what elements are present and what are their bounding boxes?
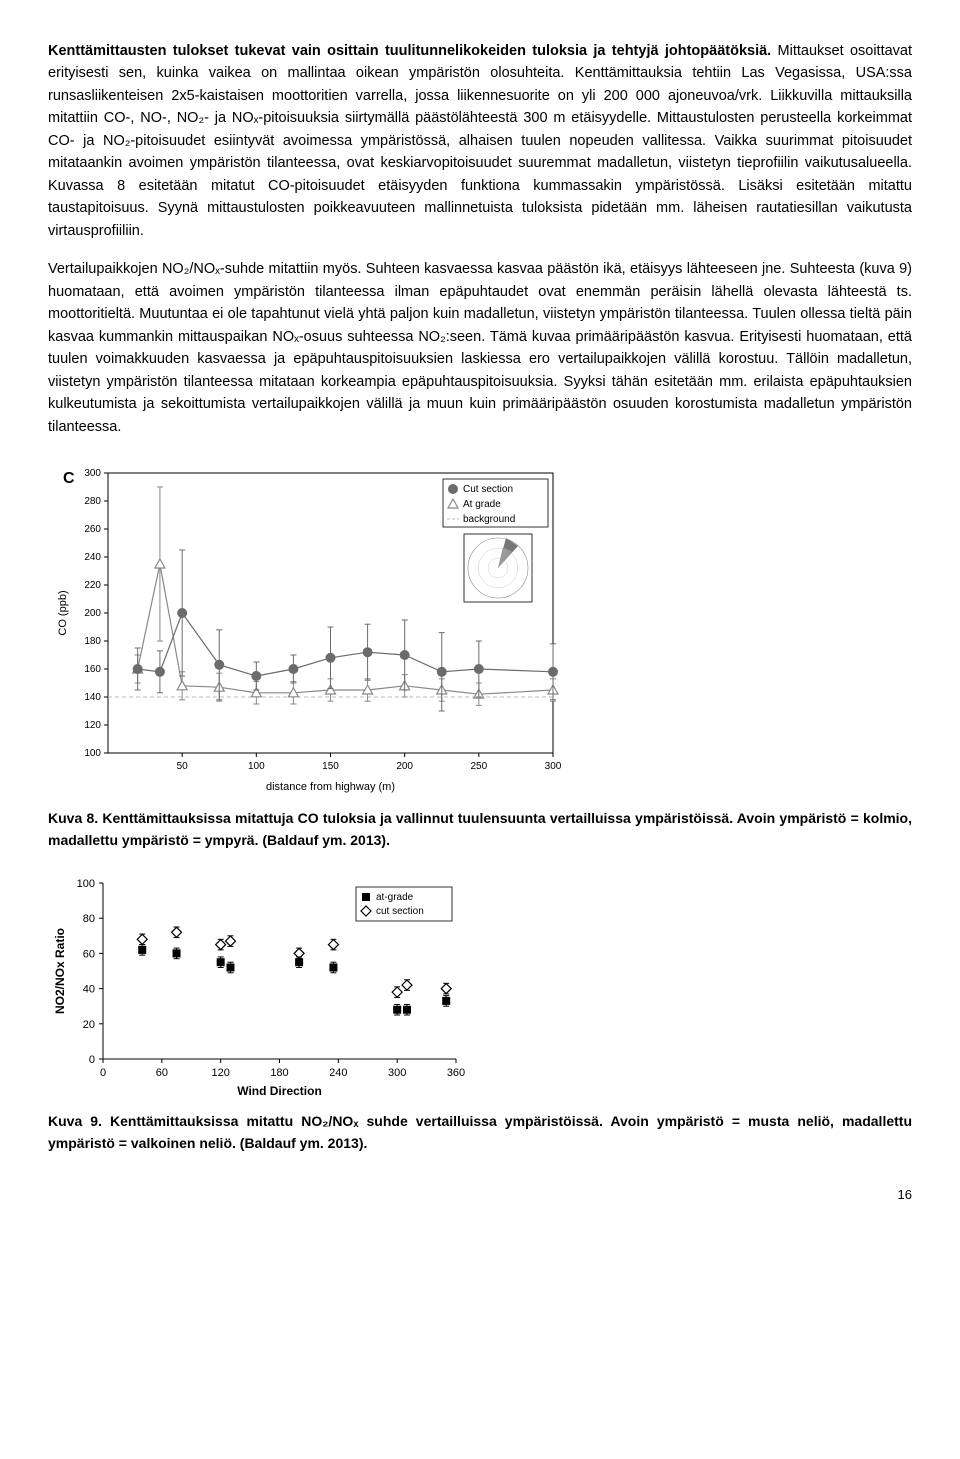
svg-text:280: 280 [84,496,101,507]
caption-9: Kuva 9. Kenttämittauksissa mitattu NO₂/N… [48,1111,912,1154]
svg-text:240: 240 [329,1067,347,1079]
svg-text:250: 250 [470,761,487,772]
svg-text:C: C [63,470,75,487]
svg-text:0: 0 [100,1067,106,1079]
svg-text:100: 100 [248,761,265,772]
svg-text:background: background [463,514,515,525]
figure-9: 0 20 40 60 80 100 0 60 120 180 240 300 360 Wind Direc… [48,871,912,1101]
para1-lead: Kenttämittausten tulokset tukevat vain o… [48,43,771,59]
svg-text:CO (ppb): CO (ppb) [57,590,69,635]
svg-text:0: 0 [89,1054,95,1066]
svg-text:300: 300 [84,468,101,479]
svg-text:260: 260 [84,524,101,535]
svg-text:180: 180 [84,636,101,647]
svg-text:300: 300 [388,1067,406,1079]
page-number: 16 [48,1185,912,1205]
svg-text:200: 200 [396,761,413,772]
svg-text:At grade: At grade [463,499,501,510]
svg-text:Cut section: Cut section [463,484,513,495]
svg-text:Wind Direction: Wind Direction [237,1084,322,1098]
svg-text:100: 100 [77,878,95,890]
svg-text:240: 240 [84,552,101,563]
svg-text:220: 220 [84,580,101,591]
svg-text:300: 300 [545,761,562,772]
caption-8: Kuva 8. Kenttämittauksissa mitattuja CO … [48,808,912,851]
chart-9-svg: 0 20 40 60 80 100 0 60 120 180 240 300 360 Wind Direc… [48,871,468,1101]
svg-text:120: 120 [211,1067,229,1079]
svg-text:60: 60 [83,949,95,961]
svg-text:at-grade: at-grade [376,892,414,903]
svg-text:200: 200 [84,608,101,619]
svg-text:20: 20 [83,1019,95,1031]
svg-text:cut section: cut section [376,906,424,917]
svg-text:40: 40 [83,984,95,996]
figure-8: C 100 120 140 160 180 200 220 240 260 280 300 50 100 1… [48,458,912,798]
svg-text:360: 360 [447,1067,465,1079]
svg-text:distance from highway (m): distance from highway (m) [266,781,395,793]
svg-text:160: 160 [84,664,101,675]
svg-text:60: 60 [156,1067,168,1079]
paragraph-2: Vertailupaikkojen NO₂/NOₓ-suhde mitattii… [48,258,912,438]
svg-text:120: 120 [84,720,101,731]
svg-text:150: 150 [322,761,339,772]
svg-text:100: 100 [84,748,101,759]
svg-text:180: 180 [270,1067,288,1079]
svg-text:80: 80 [83,914,95,926]
paragraph-1: Kenttämittausten tulokset tukevat vain o… [48,40,912,242]
svg-text:50: 50 [177,761,189,772]
svg-text:140: 140 [84,692,101,703]
svg-text:NO2/NOx Ratio: NO2/NOx Ratio [53,928,67,1014]
para1-tail: Mittaukset osoittavat erityisesti sen, k… [48,43,912,239]
chart-8-svg: C 100 120 140 160 180 200 220 240 260 280 300 50 100 1… [48,458,568,798]
